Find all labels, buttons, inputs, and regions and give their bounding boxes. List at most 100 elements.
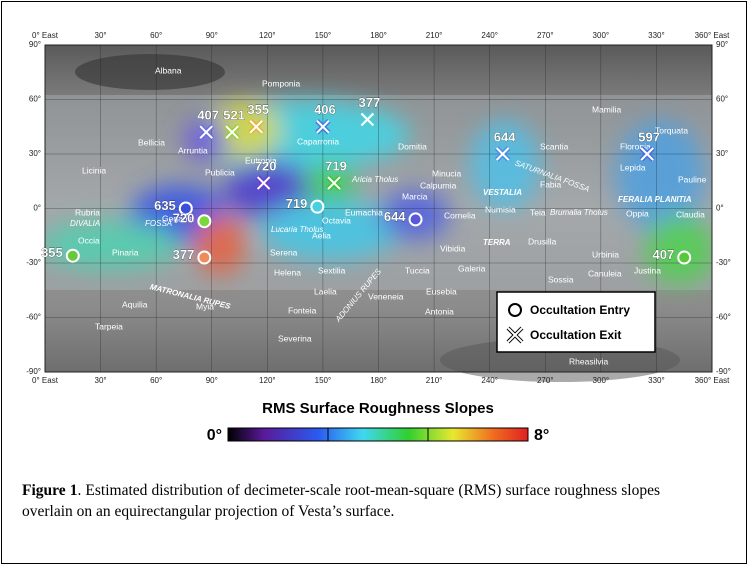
feature-label: Albana	[155, 65, 182, 75]
marker-label: 720	[255, 159, 277, 174]
feature-label: Pinaria	[112, 247, 139, 257]
marker-label: 719	[325, 159, 347, 174]
feature-label: Minucia	[432, 168, 462, 178]
feature-label: Veneneia	[368, 291, 404, 301]
legend: Occultation Entry Occultation Exit	[497, 292, 655, 352]
marker-label: 377	[173, 247, 195, 262]
colorbar-title: RMS Surface Roughness Slopes	[262, 400, 494, 417]
lon-tick-label: 270°	[537, 31, 554, 40]
feature-label: Domitia	[398, 141, 427, 151]
lon-tick-label: 90°	[206, 31, 218, 40]
lon-tick-label: 210°	[426, 31, 443, 40]
feature-label: Aricia Tholus	[351, 175, 398, 184]
lat-tick-label: -60°	[26, 313, 41, 322]
feature-label: Arruntia	[178, 145, 208, 155]
lat-tick-label: -30°	[26, 258, 41, 267]
lon-tick-label: 180°	[370, 31, 387, 40]
feature-label: Aquilia	[122, 299, 148, 309]
lon-tick-label: 0° East	[32, 31, 59, 40]
feature-label: Vibidia	[440, 243, 466, 253]
caption-label: Figure 1	[22, 482, 77, 499]
feature-label: Laelia	[314, 286, 337, 296]
lon-tick-label: 360° East	[695, 376, 731, 385]
entry-marker	[67, 250, 79, 262]
feature-label: Fabia	[540, 179, 562, 189]
figure: 0° East 0° East 30° 30° 60° 60° 90° 90° 120° 120°…	[0, 0, 750, 470]
feature-label: Caparronia	[297, 136, 339, 146]
feature-label: DIVALIA	[70, 219, 100, 228]
feature-label: Myia	[196, 301, 214, 311]
lon-tick-label: 150°	[315, 31, 332, 40]
feature-label: FERALIA PLANITIA	[618, 195, 692, 204]
entry-marker	[198, 215, 210, 227]
entry-marker	[678, 252, 690, 264]
marker-label: 720	[173, 211, 195, 226]
lon-tick-label: 120°	[259, 376, 276, 385]
feature-label: Pomponia	[262, 78, 301, 88]
legend-entry-label: Occultation Entry	[530, 303, 630, 317]
feature-label: Claudia	[676, 209, 705, 219]
lon-tick-label: 150°	[315, 376, 332, 385]
feature-label: Justina	[634, 265, 661, 275]
feature-label: Severina	[278, 333, 312, 343]
marker-label: 644	[494, 129, 516, 144]
marker-label: 355	[247, 102, 269, 117]
feature-label: Cornelia	[444, 210, 476, 220]
lon-tick-label: 0° East	[32, 376, 59, 385]
lon-tick-label: 30°	[95, 376, 107, 385]
entry-marker	[198, 252, 210, 264]
lat-tick-label: -90°	[716, 367, 731, 376]
marker-label: 377	[359, 95, 381, 110]
lat-tick-label: 0°	[716, 204, 724, 213]
feature-label: Galeria	[458, 263, 486, 273]
lon-tick-label: 300°	[593, 376, 610, 385]
feature-label: Aelia	[312, 230, 331, 240]
marker-label: 597	[638, 129, 660, 144]
marker-label: 521	[223, 108, 245, 123]
marker-label: 719	[286, 196, 308, 211]
feature-label: Eumachia	[345, 207, 383, 217]
feature-label: Publicia	[205, 167, 235, 177]
feature-label: Pauline	[678, 174, 707, 184]
lon-tick-label: 360° East	[695, 31, 731, 40]
feature-label: Sossia	[548, 274, 574, 284]
crater	[75, 54, 225, 90]
entry-marker	[311, 201, 323, 213]
lon-tick-label: 300°	[593, 31, 610, 40]
feature-label: Helena	[274, 267, 301, 277]
feature-label: Rheasilvia	[569, 356, 608, 366]
feature-label: Numisia	[485, 204, 516, 214]
feature-label: Mamilia	[592, 104, 622, 114]
lon-tick-label: 120°	[259, 31, 276, 40]
feature-label: Eusebia	[426, 286, 457, 296]
roughness-overlay	[40, 95, 715, 290]
feature-label: Marcia	[402, 191, 428, 201]
lat-tick-label: -30°	[716, 258, 731, 267]
legend-exit-label: Occultation Exit	[530, 328, 621, 342]
feature-label: Serena	[270, 247, 298, 257]
feature-label: Tarpeia	[95, 321, 123, 331]
lat-tick-label: 90°	[29, 40, 41, 49]
entry-marker	[410, 213, 422, 225]
lon-tick-label: 30°	[95, 31, 107, 40]
colorbar-max: 8°	[534, 427, 549, 444]
feature-label: Rubria	[75, 207, 100, 217]
lat-tick-label: 30°	[29, 149, 41, 158]
lon-tick-label: 180°	[370, 376, 387, 385]
feature-label: Teia	[530, 207, 546, 217]
feature-label: Urbinia	[592, 249, 619, 259]
feature-label: Fonteia	[288, 305, 317, 315]
feature-label: Canuleia	[588, 268, 622, 278]
lat-tick-label: 60°	[29, 95, 41, 104]
feature-label: Oppia	[626, 208, 649, 218]
lon-tick-label: 240°	[481, 31, 498, 40]
lat-tick-label: 90°	[716, 40, 728, 49]
lat-tick-label: -90°	[26, 367, 41, 376]
lon-tick-label: 240°	[481, 376, 498, 385]
feature-label: Bellicia	[138, 137, 165, 147]
colorbar-scale	[228, 428, 528, 441]
colorbar: RMS Surface Roughness Slopes 0° 8°	[207, 400, 550, 444]
feature-label: Lepida	[620, 162, 646, 172]
lon-tick-label: 60°	[150, 31, 162, 40]
marker-label: 407	[653, 247, 675, 262]
